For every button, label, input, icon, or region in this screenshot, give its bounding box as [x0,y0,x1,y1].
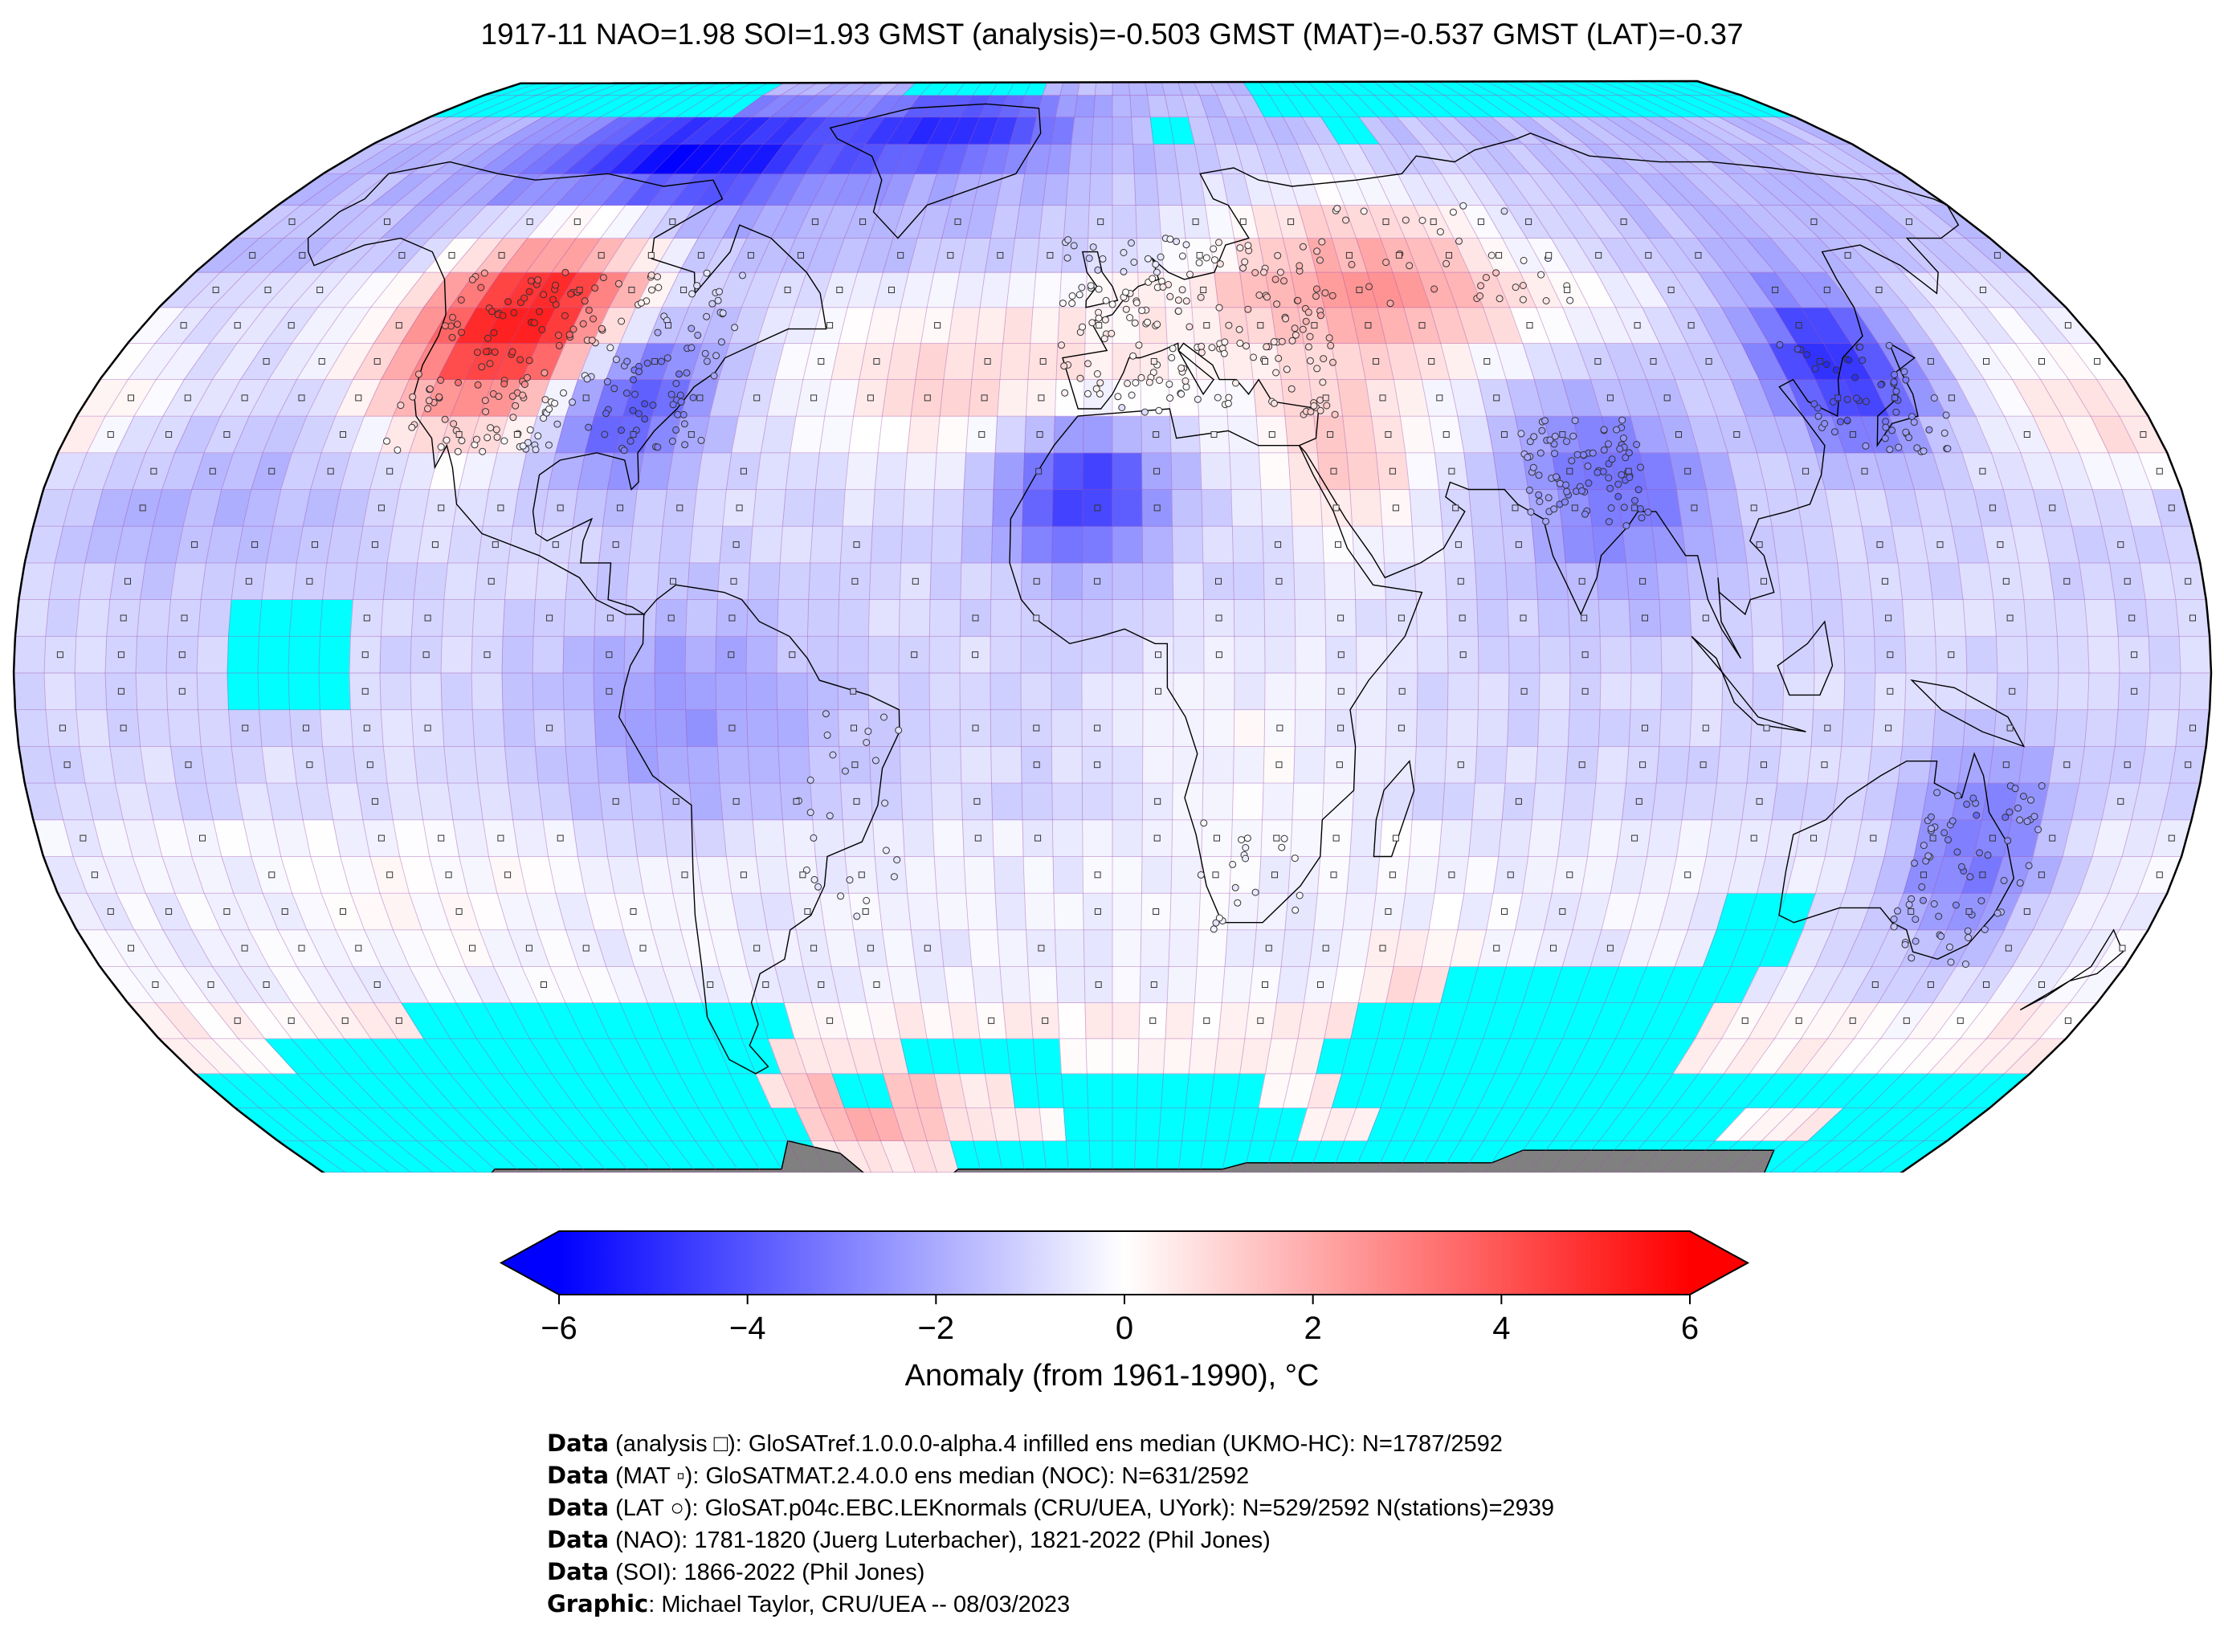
colorbar-gradient [559,1231,1690,1295]
credit-line: Graphic: Michael Taylor, CRU/UEA -- 08/0… [547,1589,1554,1621]
credit-line: Data (MAT ▫): GloSATMAT.2.4.0.0 ens medi… [547,1460,1554,1492]
colorbar-extend-low [501,1231,559,1295]
credit-text: : Michael Taylor, CRU/UEA -- 08/03/2023 [648,1592,1071,1617]
credit-label: Data [547,1558,610,1585]
chart-title: 1917-11 NAO=1.98 SOI=1.93 GMST (analysis… [480,18,1744,51]
colorbar-tick-label: 0 [1115,1311,1134,1346]
colorbar-tick-label: 4 [1492,1311,1511,1346]
credits-block: Data (analysis □): GloSATref.1.0.0.0-alp… [547,1428,1554,1621]
colorbar-tick-label: −2 [917,1311,955,1346]
credit-label: Data [547,1494,610,1521]
colorbar-tick-label: 2 [1304,1311,1322,1346]
credit-label: Data [547,1462,610,1489]
colorbar-extend-high [1690,1231,1748,1295]
robinson-map [12,80,2213,1173]
credit-label: Data [547,1526,610,1553]
colorbar-tick-label: 6 [1680,1311,1700,1346]
credit-line: Data (NAO): 1781-1820 (Juerg Luterbacher… [547,1524,1554,1556]
credit-text: (MAT ▫): GloSATMAT.2.4.0.0 ens median (N… [609,1463,1250,1489]
credit-text: (analysis □): GloSATref.1.0.0.0-alpha.4 … [609,1431,1503,1457]
credit-label: Graphic [547,1590,649,1617]
colorbar-tick-label: −4 [728,1311,766,1346]
colorbar [499,1230,1750,1304]
credit-text: (LAT ○): GloSAT.p04c.EBC.LEKnormals (CRU… [609,1495,1555,1521]
colorbar-label: Anomaly (from 1961-1990), °C [904,1359,1320,1393]
colorbar-tick-label: −6 [541,1311,577,1346]
credit-line: Data (SOI): 1866-2022 (Phil Jones) [547,1556,1554,1589]
credit-text: (NAO): 1781-1820 (Juerg Luterbacher), 18… [609,1528,1271,1553]
credit-label: Data [547,1430,610,1457]
credit-text: (SOI): 1866-2022 (Phil Jones) [609,1560,925,1585]
credit-line: Data (analysis □): GloSATref.1.0.0.0-alp… [547,1428,1554,1460]
credit-line: Data (LAT ○): GloSAT.p04c.EBC.LEKnormals… [547,1492,1554,1524]
